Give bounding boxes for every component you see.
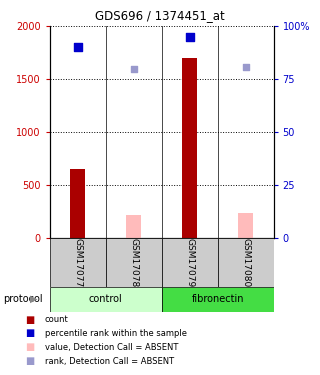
Text: value, Detection Call = ABSENT: value, Detection Call = ABSENT [45, 343, 178, 352]
Text: ■: ■ [26, 342, 35, 352]
Bar [182, 58, 197, 238]
Bar [106, 238, 162, 287]
Text: percentile rank within the sample: percentile rank within the sample [45, 329, 187, 338]
Bar [50, 238, 106, 287]
Text: fibronectin: fibronectin [191, 294, 244, 304]
Bar [218, 238, 274, 287]
Text: GSM17080: GSM17080 [241, 238, 250, 287]
Text: GSM17078: GSM17078 [129, 238, 138, 287]
Text: GSM17079: GSM17079 [185, 238, 194, 287]
Bar [162, 287, 274, 312]
Text: GDS696 / 1374451_at: GDS696 / 1374451_at [95, 9, 225, 22]
Text: protocol: protocol [3, 294, 43, 304]
Text: ▶: ▶ [30, 294, 37, 304]
Text: ■: ■ [26, 315, 35, 324]
Text: ■: ■ [26, 356, 35, 366]
Point [187, 34, 192, 40]
Bar [238, 213, 253, 238]
Point [243, 63, 248, 69]
Text: GSM17077: GSM17077 [73, 238, 82, 287]
Bar [70, 169, 85, 238]
Bar [126, 215, 141, 238]
Text: ■: ■ [26, 328, 35, 338]
Text: rank, Detection Call = ABSENT: rank, Detection Call = ABSENT [45, 357, 174, 366]
Bar [162, 238, 218, 287]
Text: control: control [89, 294, 123, 304]
Bar [50, 287, 162, 312]
Text: count: count [45, 315, 68, 324]
Point [75, 45, 80, 51]
Point [131, 66, 136, 72]
